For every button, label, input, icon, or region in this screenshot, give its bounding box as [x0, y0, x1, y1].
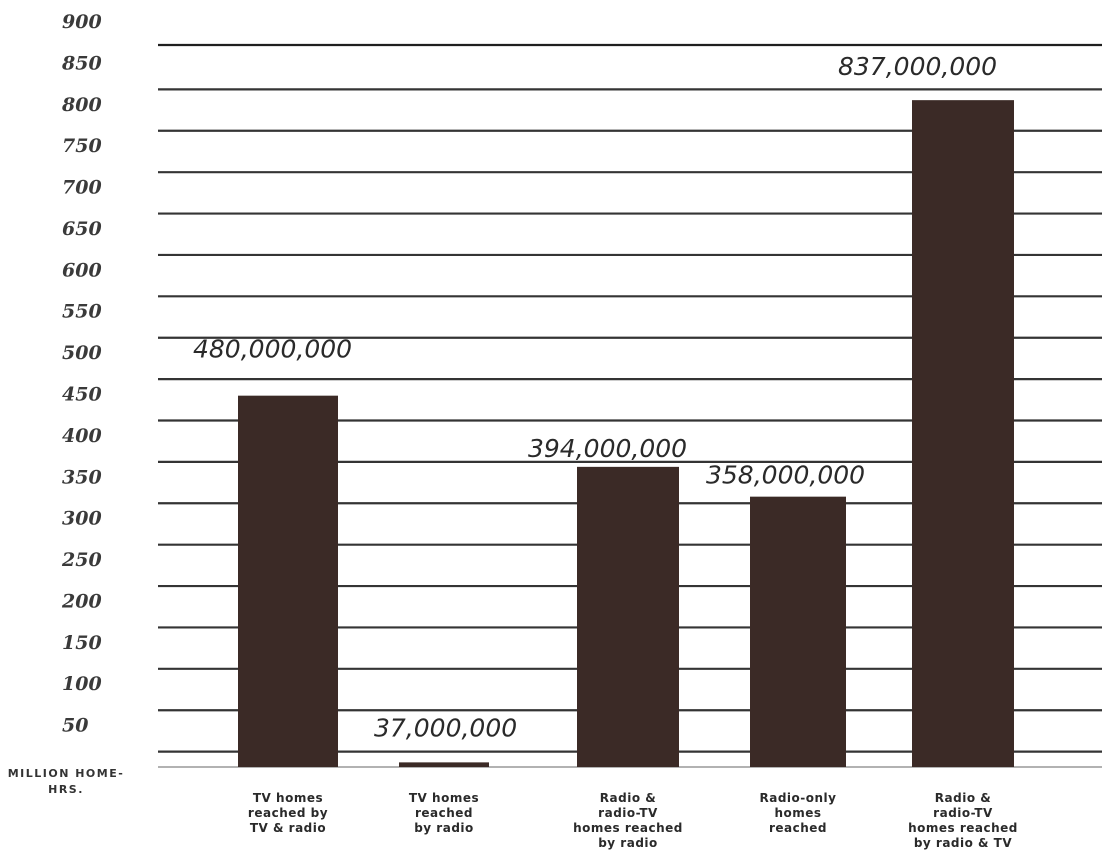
data-label: 480,000,000	[193, 335, 352, 364]
y-tick-label: 700	[62, 177, 102, 199]
x-tick-label-line: homes reached	[908, 821, 1018, 835]
x-tick-label-line: reached by	[248, 806, 328, 820]
y-tick-label: 150	[62, 632, 102, 654]
y-tick-label: 550	[62, 301, 102, 323]
x-tick-label-line: radio-TV	[598, 806, 658, 820]
x-tick-label: Radio-only homes reached	[760, 791, 837, 835]
data-label: 37,000,000	[374, 713, 517, 742]
x-tick-label: TV homes reached by radio	[409, 791, 479, 835]
data-label: 394,000,000	[528, 434, 687, 463]
x-tick-label-line: radio-TV	[933, 806, 993, 820]
x-tick-label-line: Radio-only	[760, 791, 837, 805]
bar	[399, 762, 489, 767]
y-tick-label: 50	[62, 715, 88, 737]
data-label: 837,000,000	[838, 52, 997, 81]
bar	[750, 496, 846, 767]
y-tick-label: 600	[62, 259, 102, 281]
y-tick-label: 900	[62, 11, 102, 33]
x-tick-label-line: reached	[769, 821, 827, 835]
y-tick-label: 250	[61, 549, 102, 571]
bar	[577, 466, 679, 767]
x-tick-label-line: homes	[774, 806, 821, 820]
y-tick-label: 200	[61, 590, 102, 612]
y-tick-label: 450	[62, 384, 102, 406]
y-tick-label: 850	[61, 52, 102, 74]
y-tick-label: 800	[61, 94, 102, 116]
y-tick-label: 750	[62, 135, 102, 157]
x-tick-label-line: Radio &	[935, 791, 991, 805]
y-tick-label: 400	[62, 425, 102, 447]
x-tick-label-line: Radio &	[600, 791, 656, 805]
y-tick-label: 650	[62, 218, 102, 240]
x-tick-label-line: TV homes	[253, 791, 323, 805]
y-axis-label: MILLION HOME-HRS.	[7, 767, 125, 796]
x-tick-label-line: by radio & TV	[914, 836, 1013, 850]
bar	[912, 100, 1014, 767]
x-tick-label-line: homes reached	[573, 821, 683, 835]
y-tick-label: 100	[62, 673, 102, 695]
y-tick-label: 350	[62, 466, 102, 488]
x-tick-label-line: by radio	[598, 836, 658, 850]
bar	[238, 395, 338, 767]
x-tick-label: TV homes reached by TV & radio	[248, 791, 328, 835]
x-tick-label-line: reached	[415, 806, 473, 820]
y-tick-label: 300	[62, 508, 102, 530]
x-tick-label: Radio & radio-TV homes reached by radio	[573, 791, 683, 850]
x-tick-label: Radio & radio-TV homes reached by radio & T…	[908, 791, 1018, 850]
x-tick-label-line: by radio	[414, 821, 474, 835]
x-tick-label-line: TV & radio	[250, 821, 326, 835]
y-tick-label: 500	[62, 342, 102, 364]
data-label: 358,000,000	[706, 461, 865, 490]
x-tick-label-line: TV homes	[409, 791, 479, 805]
